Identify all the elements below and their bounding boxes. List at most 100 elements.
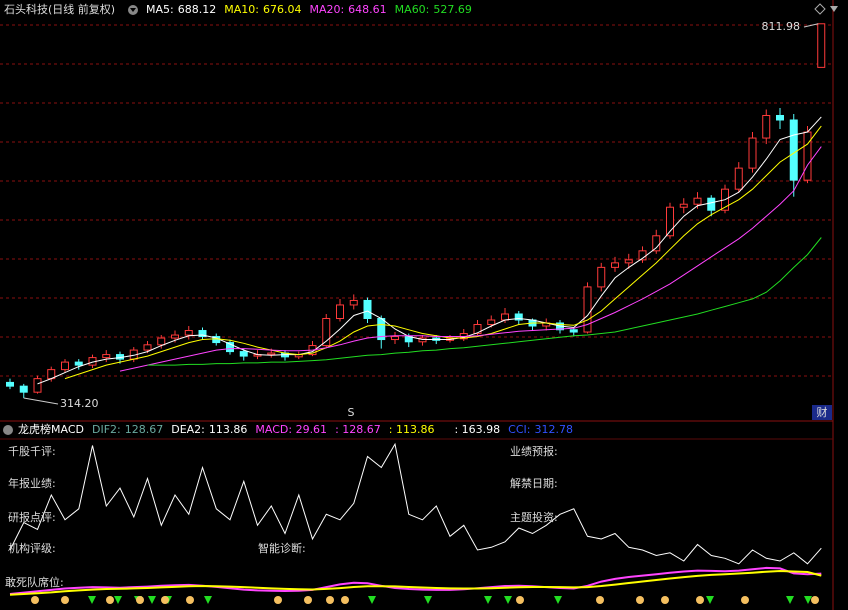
signal-icon	[186, 596, 194, 604]
overlay-label: 智能诊断:	[258, 541, 306, 555]
signal-arrow	[368, 596, 376, 604]
legend-value: 113.86	[209, 423, 248, 436]
legend-value: 676.04	[263, 3, 302, 16]
series-line	[119, 146, 822, 372]
series-line	[9, 566, 822, 595]
candle-body	[6, 381, 14, 387]
candle-body	[789, 119, 798, 181]
legend-name: MA20:	[309, 3, 344, 16]
candle-body	[143, 344, 152, 351]
legend-name: DEA2:	[171, 423, 205, 436]
overlay-label: 千股千评:	[8, 445, 56, 458]
candle-body	[652, 235, 661, 252]
legend-extra: MACD: 29.61	[255, 423, 327, 436]
legend-name: MA5:	[146, 3, 174, 16]
signal-icon	[326, 596, 334, 604]
legend-name: MA10:	[224, 3, 259, 16]
series-line	[37, 116, 822, 385]
candle-body	[624, 259, 633, 264]
signal-icon	[304, 596, 312, 604]
candle-body	[391, 336, 399, 341]
candle-body	[776, 114, 784, 121]
icon-diamond[interactable]	[814, 3, 826, 15]
signal-arrow	[148, 596, 156, 604]
series-line	[9, 442, 822, 565]
candle-body	[102, 354, 111, 359]
overlay-label: 机构评级:	[8, 541, 56, 555]
candle-body	[226, 342, 234, 353]
candle-body	[322, 317, 331, 347]
signal-icon	[516, 596, 524, 604]
signal-icon	[811, 596, 819, 604]
legend-extra: : 128.67	[335, 423, 381, 436]
legend-name: CCI:	[508, 423, 530, 436]
pointer-line	[23, 397, 59, 405]
signal-icon	[741, 596, 749, 604]
legend-value: 688.12	[178, 3, 217, 16]
candle-body	[157, 337, 166, 346]
signal-icon	[661, 596, 669, 604]
signal-arrow	[504, 596, 512, 604]
legend-value: 312.78	[534, 423, 573, 436]
signal-icon	[61, 596, 69, 604]
signal-icon	[106, 596, 114, 604]
dropdown-icon[interactable]	[3, 425, 13, 435]
signal-icon	[31, 596, 39, 604]
signal-icon	[274, 596, 282, 604]
candle-body	[803, 131, 812, 181]
legend-name: DIF2:	[92, 423, 121, 436]
signal-arrow	[804, 596, 812, 604]
candle-body	[569, 329, 578, 333]
candle-body	[693, 197, 702, 205]
candle-body	[184, 330, 193, 336]
low-label: 314.20	[60, 397, 99, 410]
finance-label: 财	[817, 405, 828, 419]
candle-body	[19, 385, 28, 393]
candle-body	[198, 330, 207, 338]
candle-body	[583, 286, 592, 333]
stock-title: 石头科技(日线 前复权)	[4, 2, 115, 16]
signal-icon	[161, 596, 169, 604]
candle-body	[762, 114, 771, 139]
legend-extra: : 113.86	[389, 423, 435, 436]
signal-arrow	[786, 596, 794, 604]
finance-box[interactable]	[812, 405, 832, 420]
legend-value: 527.69	[433, 3, 472, 16]
signal-arrow	[114, 596, 122, 604]
candle-body	[817, 23, 826, 68]
overlay-label: 研报点评:	[8, 510, 56, 524]
candle-body	[33, 378, 42, 393]
pointer-line	[803, 23, 819, 28]
signal-arrow	[484, 596, 492, 604]
signal-arrow	[88, 596, 96, 604]
candle-body	[679, 203, 688, 208]
series-line	[9, 569, 822, 596]
legend-value: 648.61	[348, 3, 387, 16]
signal-arrow	[554, 596, 562, 604]
overlay-label: 业绩预报:	[510, 444, 558, 458]
candle-body	[611, 262, 619, 268]
dropdown-arrow	[130, 8, 136, 12]
candle-body	[336, 304, 344, 319]
candle-body	[707, 197, 716, 211]
signal-arrow	[204, 596, 212, 604]
signal-icon	[696, 596, 704, 604]
legend: MA5: 688.12 MA10: 676.04 MA20: 648.61 MA60: 527…	[146, 3, 472, 16]
indicator-title: 龙虎榜MACD	[18, 422, 84, 436]
candle-body	[666, 206, 674, 237]
candle-body	[473, 324, 482, 335]
overlay-label: 主题投资:	[510, 510, 558, 524]
overlay-label: 解禁日期:	[510, 476, 558, 490]
candle-body	[349, 299, 358, 306]
candle-body	[748, 137, 757, 169]
series-line	[147, 237, 822, 366]
signal-arrow	[706, 596, 714, 604]
signal-icon	[341, 596, 349, 604]
candle-body	[239, 351, 248, 357]
overlay-label: 年报业绩:	[8, 476, 56, 490]
candle-body	[363, 299, 372, 319]
signal-icon	[136, 596, 144, 604]
icon-collapse[interactable]	[830, 6, 838, 12]
